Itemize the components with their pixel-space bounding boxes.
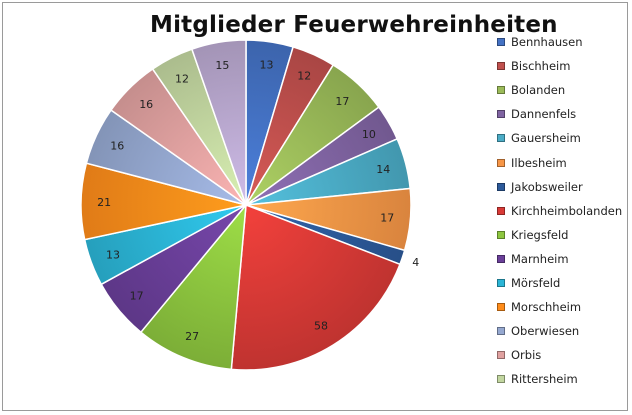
legend-swatch — [497, 254, 505, 263]
legend-swatch — [497, 206, 505, 215]
legend-item: Kriegsfeld — [497, 223, 625, 247]
legend-swatch — [497, 158, 505, 167]
legend-swatch — [497, 351, 505, 360]
legend-label: Kriegsfeld — [511, 227, 569, 242]
legend-label: Morschheim — [511, 300, 582, 315]
legend-swatch — [497, 38, 505, 47]
legend-item: Gauersheim — [497, 126, 625, 150]
slice-value-label: 13 — [260, 59, 274, 72]
legend-label: Rittersheim — [511, 372, 578, 387]
slice-value-label: 14 — [376, 163, 390, 176]
slice-value-label: 16 — [110, 139, 124, 152]
legend-swatch — [497, 62, 505, 71]
legend-item: Oberwiesen — [497, 319, 625, 343]
slice-value-label: 13 — [106, 249, 120, 262]
legend-item: Bischheim — [497, 54, 625, 78]
legend-label: Bennhausen — [511, 35, 583, 50]
legend-label: Jakobsweiler — [511, 179, 583, 194]
legend-label: Kirchheimbolanden — [511, 203, 623, 218]
legend-label: Orbis — [511, 348, 542, 363]
legend-swatch — [497, 375, 505, 384]
slice-value-label: 21 — [97, 196, 111, 209]
legend-swatch — [497, 278, 505, 287]
legend-item: Rittersheim — [497, 367, 625, 391]
slice-value-label: 27 — [185, 330, 199, 343]
legend-swatch — [497, 86, 505, 95]
legend-item: Marnheim — [497, 247, 625, 271]
legend-label: Ilbesheim — [511, 155, 567, 170]
legend-swatch — [497, 110, 505, 119]
legend-item: Mörsfeld — [497, 271, 625, 295]
slice-value-label: 17 — [335, 95, 349, 108]
slice-value-label: 17 — [380, 212, 394, 225]
slice-value-label: 58 — [314, 319, 328, 332]
legend-label: Oberwiesen — [511, 324, 580, 339]
legend-item: Dannenfels — [497, 102, 625, 126]
legend-item: Kirchheimbolanden — [497, 199, 625, 223]
legend-item: Bennhausen — [497, 30, 625, 54]
legend-label: Bischheim — [511, 59, 571, 74]
slice-value-label: 12 — [297, 70, 311, 83]
chart-title: Mitglieder Feuerwehreinheiten — [150, 12, 558, 38]
slice-value-label: 4 — [412, 256, 419, 269]
legend-label: Dannenfels — [511, 107, 577, 122]
pie-slice — [139, 202, 247, 371]
slice-value-label: 10 — [362, 128, 376, 141]
slice-value-label: 16 — [139, 98, 153, 111]
legend-label: Marnheim — [511, 251, 569, 266]
legend-item: Ilbesheim — [497, 150, 625, 174]
legend-swatch — [497, 303, 505, 312]
pie-slice — [230, 203, 401, 371]
pie-slice — [190, 39, 247, 206]
slice-value-label: 17 — [130, 289, 144, 302]
legend-swatch — [497, 134, 505, 143]
legend-item: Jakobsweiler — [497, 175, 625, 199]
slice-value-label: 15 — [215, 59, 229, 72]
legend-swatch — [497, 327, 505, 336]
legend-item: Orbis — [497, 343, 625, 367]
legend-label: Bolanden — [511, 83, 566, 98]
legend-item: Morschheim — [497, 295, 625, 319]
legend-swatch — [497, 230, 505, 239]
legend-item: Bolanden — [497, 78, 625, 102]
legend-label: Gauersheim — [511, 131, 581, 146]
chart-legend: Bennhausen Bischheim Bolanden Dannenfels Gau… — [497, 30, 625, 391]
legend-label: Mörsfeld — [511, 275, 561, 290]
legend-swatch — [497, 182, 505, 191]
slice-value-label: 12 — [175, 72, 189, 85]
